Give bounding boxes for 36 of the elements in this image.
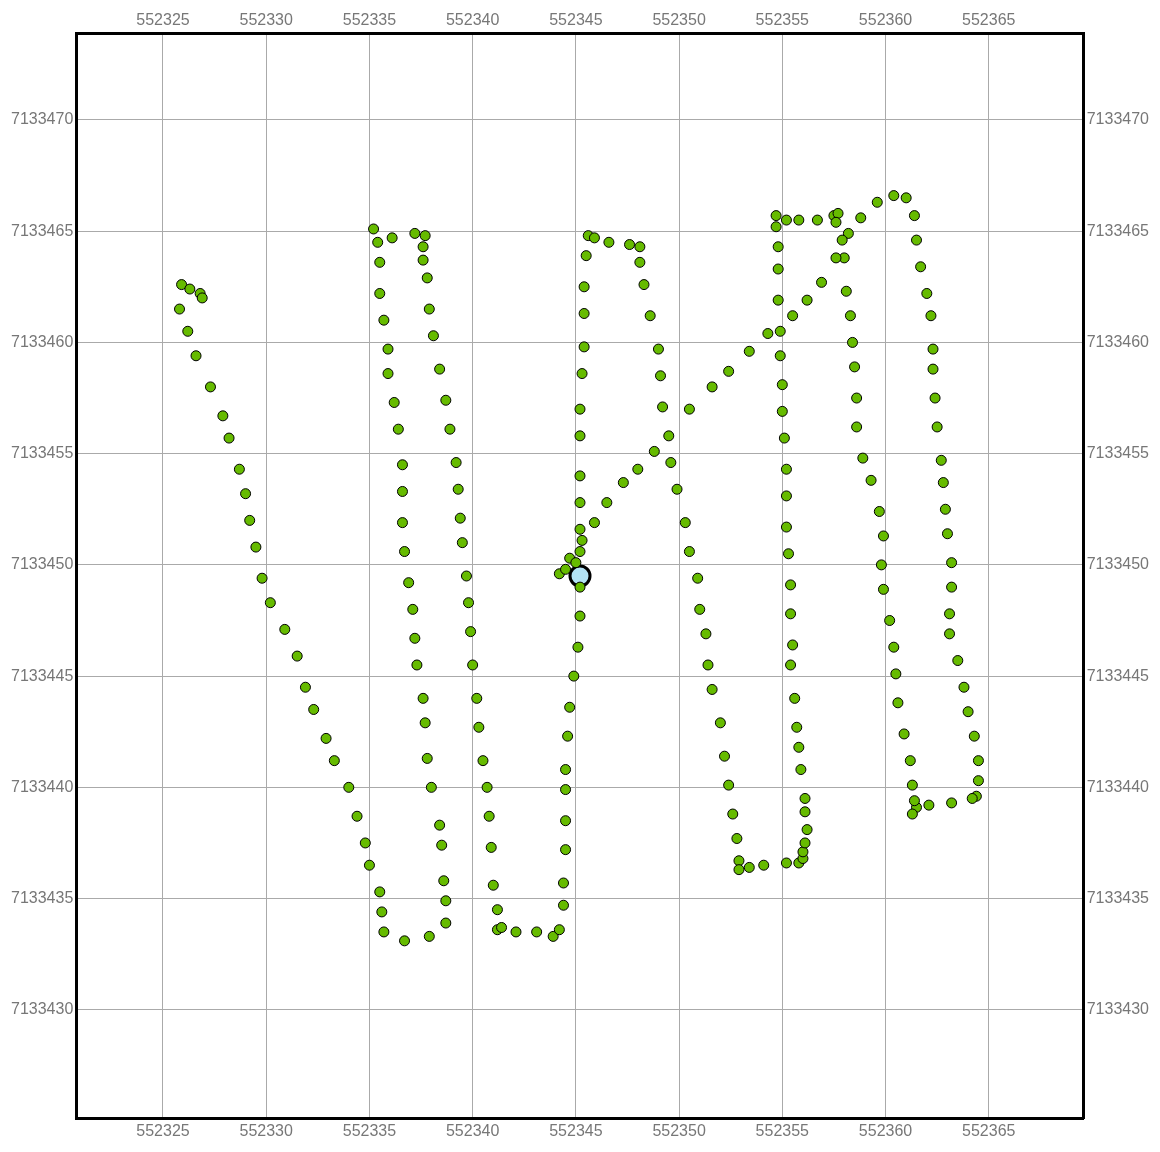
x-tick-label: 552350 [652,1121,706,1139]
y-tick-label: 7133460 [10,332,74,350]
x2-tick-label: 552335 [342,11,397,29]
y-tick-label: 7133465 [10,221,74,239]
x2-tick-label: 552350 [652,11,706,29]
y-tick-label: 7133435 [10,888,74,906]
x2-tick-label: 552345 [549,11,603,29]
x-tick-label: 552360 [858,1121,913,1139]
x2-tick-label: 552365 [962,11,1016,29]
y2-tick-label: 7133445 [1086,666,1150,684]
x2-tick-label: 552325 [136,11,190,29]
x2-tick-label: 552340 [445,11,500,29]
y2-tick-label: 7133435 [1086,888,1150,906]
x2-tick-label: 552355 [755,11,810,29]
y2-tick-label: 7133455 [1086,444,1150,462]
x-tick-label: 552335 [342,1121,397,1139]
x2-tick-label: 552360 [858,11,913,29]
y2-tick-label: 7133430 [1086,1000,1150,1018]
y2-tick-label: 7133460 [1086,332,1150,350]
y2-tick-label: 7133440 [1086,777,1150,795]
y-tick-label: 7133445 [10,666,74,684]
x-tick-label: 552330 [239,1121,294,1139]
y-tick-label: 7133430 [10,1000,74,1018]
y-tick-label: 7133440 [10,777,74,795]
y2-tick-label: 7133465 [1086,221,1150,239]
x-tick-label: 552345 [549,1121,603,1139]
x-tick-label: 552325 [136,1121,190,1139]
y2-tick-label: 7133450 [1086,555,1150,573]
x-tick-label: 552355 [755,1121,810,1139]
x-tick-label: 552365 [962,1121,1016,1139]
y-tick-label: 7133450 [10,555,74,573]
x2-tick-label: 552330 [239,11,294,29]
y2-tick-label: 7133470 [1086,110,1150,128]
y-tick-label: 7133455 [10,444,74,462]
y-tick-label: 7133470 [10,110,74,128]
x-tick-label: 552340 [445,1121,500,1139]
